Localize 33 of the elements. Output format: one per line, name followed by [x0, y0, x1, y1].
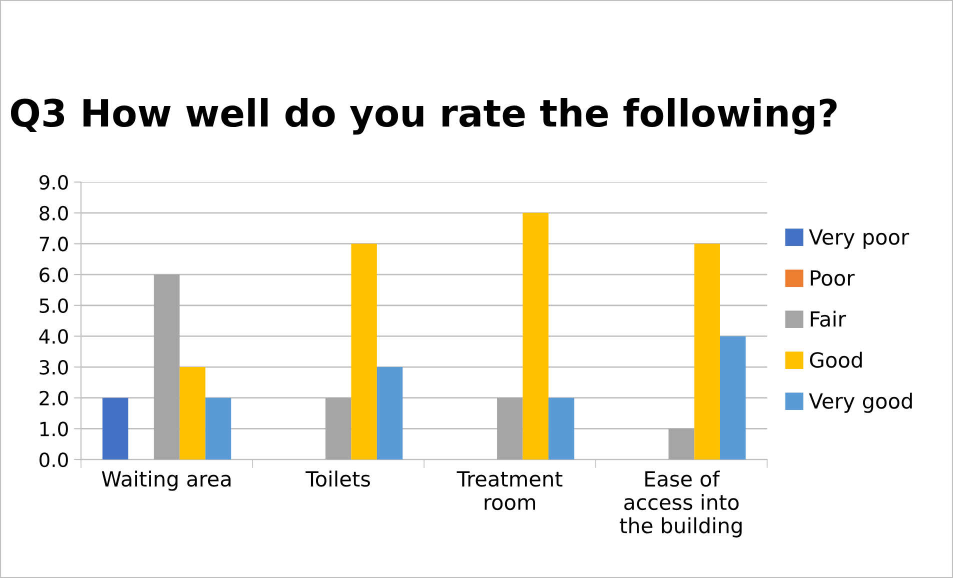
- bar: [102, 398, 128, 460]
- x-tick-label: Ease of access into the building: [620, 470, 742, 538]
- bar: [180, 367, 206, 460]
- y-tick-label: 2.0: [40, 390, 68, 406]
- y-tick-label: 4.0: [39, 329, 68, 344]
- bar: [496, 398, 523, 460]
- bar: [205, 398, 232, 460]
- bar: [694, 244, 720, 460]
- x-tick-label: Toilets: [306, 470, 370, 487]
- x-tick-label: Treatment room: [456, 471, 562, 510]
- legend-label: Fair: [810, 310, 846, 327]
- y-tick-label: 7.0: [40, 236, 68, 252]
- bar: [522, 212, 548, 460]
- legend-label: Very poor: [808, 229, 910, 249]
- bar: [376, 367, 403, 460]
- chart-title: Q3 How well do you rate the following?: [10, 98, 837, 135]
- legend-label: Poor: [810, 270, 855, 286]
- bar: [720, 336, 746, 460]
- y-tick-label: 5.0: [40, 298, 68, 314]
- bar: [154, 274, 180, 460]
- y-tick-label: 3.0: [40, 360, 68, 375]
- bar: [325, 398, 352, 460]
- y-tick-label: 1.0: [40, 422, 68, 436]
- y-tick-label: 6.0: [40, 268, 68, 282]
- legend-label: Very good: [808, 392, 912, 413]
- bar: [548, 398, 574, 460]
- y-tick-label: 9.0: [40, 175, 68, 190]
- legend-label: Good: [810, 352, 862, 368]
- bar: [668, 428, 694, 460]
- bar: [351, 244, 377, 460]
- y-tick-label: 8.0: [40, 206, 68, 221]
- y-tick-label: 0.0: [40, 452, 68, 468]
- x-tick-label: Waiting area: [102, 470, 231, 491]
